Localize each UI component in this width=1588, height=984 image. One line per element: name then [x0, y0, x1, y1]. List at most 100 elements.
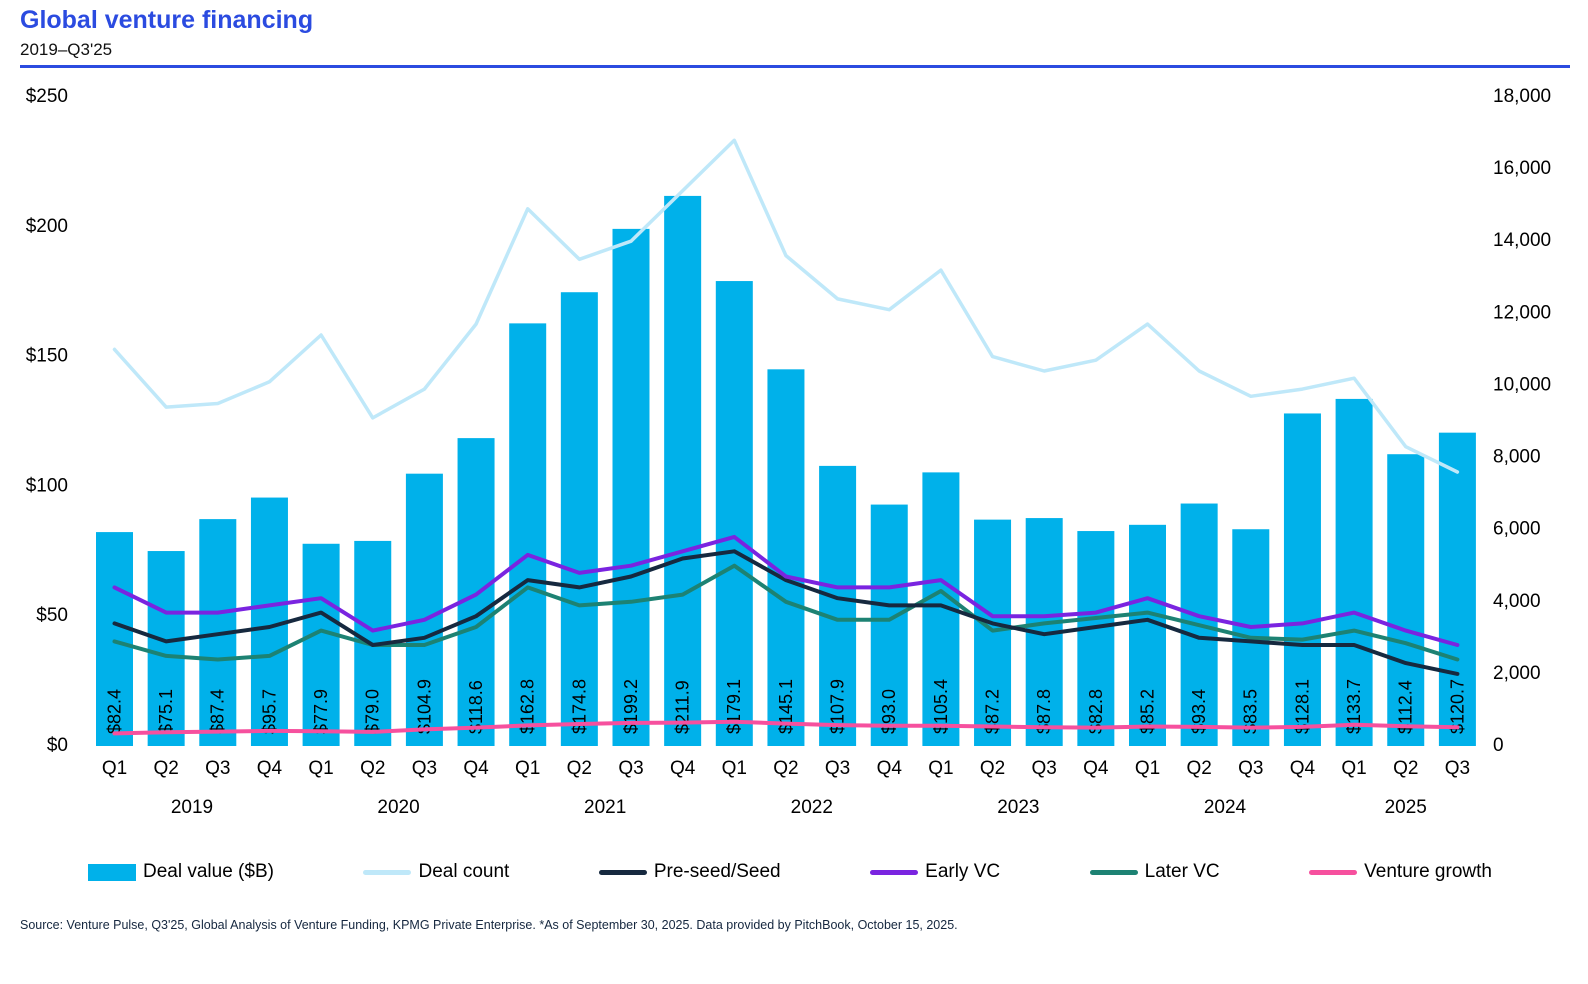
quarter-label: Q4 [463, 758, 489, 779]
quarter-label: Q3 [205, 758, 230, 779]
right-axis-tick-label: 2,000 [1493, 663, 1541, 684]
bar-value-label: $93.0 [879, 689, 899, 734]
deal-value-b-swatch [88, 863, 136, 881]
quarter-label: Q2 [1393, 758, 1418, 779]
bar [1129, 524, 1166, 746]
venture-growth-swatch [1309, 869, 1358, 875]
line-pre-seed-seed [112, 549, 1460, 676]
quarter-label: Q1 [515, 758, 540, 779]
bar [664, 195, 702, 746]
bar [1283, 413, 1321, 746]
quarter-label: Q2 [980, 758, 1005, 779]
bar [1387, 454, 1425, 746]
bar [302, 543, 340, 746]
bar-value-label: $112.4 [1396, 680, 1416, 734]
bar-value-label: $87.8 [1034, 689, 1054, 734]
bar-value-label: $95.7 [259, 689, 279, 734]
right-axis: 0 2,000 4,000 6,000 8,000 10,000 12,000 14,000 1… [1493, 86, 1551, 756]
deal-value-bars [96, 195, 1476, 746]
venture-financing-chart: $0 $50 $100 $150 $200 $250 0 2,000 4,000 6,000 8,0… [0, 80, 1588, 825]
line-deal-count [112, 138, 1460, 474]
bar [612, 228, 650, 746]
bar-value-label: $174.8 [569, 679, 589, 734]
bar-value-label: $133.7 [1344, 679, 1364, 734]
bar [819, 465, 857, 746]
year-label: 2024 [1204, 797, 1247, 818]
left-axis-tick-label: $150 [26, 346, 68, 367]
right-axis-tick-label: 18,000 [1493, 86, 1551, 107]
legend-item-later-vc: Later VC [1089, 861, 1220, 883]
right-axis-tick-label: 10,000 [1493, 374, 1551, 395]
line-later-vc [112, 563, 1460, 662]
quarter-label: Q2 [1186, 758, 1211, 779]
left-axis-tick-label: $100 [26, 475, 68, 496]
legend-label: Later VC [1144, 861, 1220, 882]
right-axis-tick-label: 8,000 [1493, 447, 1541, 468]
bar-value-label: $104.9 [414, 679, 434, 734]
bar-value-label: $107.9 [828, 679, 848, 734]
bar-value-label: $82.8 [1086, 689, 1106, 734]
bar-value-label: $85.2 [1137, 689, 1157, 734]
bar-value-label: $105.4 [931, 679, 951, 734]
bar-value-label: $82.4 [104, 689, 124, 734]
quarter-label: Q1 [1341, 758, 1366, 779]
bar-value-label: $87.2 [982, 689, 1002, 734]
bar-value-labels: $82.4 $75.1 $87.4 $95.7 $77.9 $79.0 $104.9 $118… [104, 679, 1467, 734]
bar-value-label: $145.1 [776, 679, 796, 734]
bar [509, 323, 547, 746]
left-axis: $0 $50 $100 $150 $200 $250 [26, 86, 68, 756]
year-label: 2019 [171, 797, 213, 818]
quarter-label: Q3 [618, 758, 643, 779]
legend-item-deal-value-b: Deal value ($B) [88, 861, 274, 883]
legend-label: Pre-seed/Seed [653, 861, 781, 882]
bar [457, 438, 495, 746]
quarter-label: Q3 [825, 758, 850, 779]
pre-seed-seed-swatch [598, 869, 647, 875]
bar [974, 519, 1012, 746]
bar-value-label: $162.8 [518, 679, 538, 734]
year-label: 2020 [377, 797, 419, 818]
bar [405, 473, 443, 746]
year-label: 2023 [997, 797, 1039, 818]
quarter-label: Q4 [257, 758, 283, 779]
chart-title: Global venture financing [20, 6, 314, 34]
bar-value-label: $87.4 [208, 689, 228, 734]
bar-value-label: $199.2 [621, 679, 641, 734]
legend-item-venture-growth: Venture growth [1309, 861, 1492, 883]
deal-count-swatch [363, 869, 412, 875]
quarter-label: Q1 [722, 758, 747, 779]
left-axis-tick-label: $0 [47, 735, 68, 756]
right-axis-tick-label: 14,000 [1493, 230, 1551, 251]
right-axis-tick-label: 16,000 [1493, 158, 1551, 179]
quarter-label: Q1 [1135, 758, 1160, 779]
bar-value-label: $79.0 [363, 689, 383, 734]
quarter-label: Q2 [567, 758, 592, 779]
quarter-label: Q4 [1083, 758, 1109, 779]
quarter-label: Q4 [877, 758, 903, 779]
legend-label: Deal count [418, 861, 510, 882]
legend-item-early-vc: Early VC [870, 861, 1000, 883]
left-axis-tick-label: $200 [26, 216, 68, 237]
bar-value-label: $211.9 [673, 680, 693, 734]
right-axis-tick-label: 12,000 [1493, 302, 1551, 323]
bar-value-label: $179.1 [724, 679, 744, 734]
line-early-vc [112, 534, 1460, 647]
quarter-axis-labels: Q1 Q2 Q3 Q4 Q1 Q2 Q3 Q4 Q1 Q2 Q3 Q4 Q1 Q2 Q3 Q4 Q1 Q2 Q3 Q4… [102, 758, 1470, 779]
right-axis-tick-label: 0 [1493, 735, 1504, 756]
quarter-label: Q2 [153, 758, 178, 779]
year-axis-labels: 2019 2020 2021 2022 2023 2024 2025 [171, 797, 1427, 818]
quarter-label: Q4 [670, 758, 696, 779]
later-vc-swatch [1089, 869, 1138, 875]
legend-item-deal-count: Deal count [363, 861, 509, 883]
quarter-label: Q3 [1238, 758, 1263, 779]
quarter-label: Q1 [928, 758, 953, 779]
bar [560, 292, 598, 746]
left-axis-tick-label: $250 [26, 86, 68, 107]
bar-value-label: $93.4 [1189, 689, 1209, 734]
legend-item-pre-seed-seed: Pre-seed/Seed [598, 861, 781, 883]
quarter-label: Q4 [1290, 758, 1316, 779]
year-label: 2021 [584, 797, 626, 818]
quarter-label: Q1 [308, 758, 333, 779]
bar [147, 551, 185, 746]
bar [870, 504, 908, 746]
